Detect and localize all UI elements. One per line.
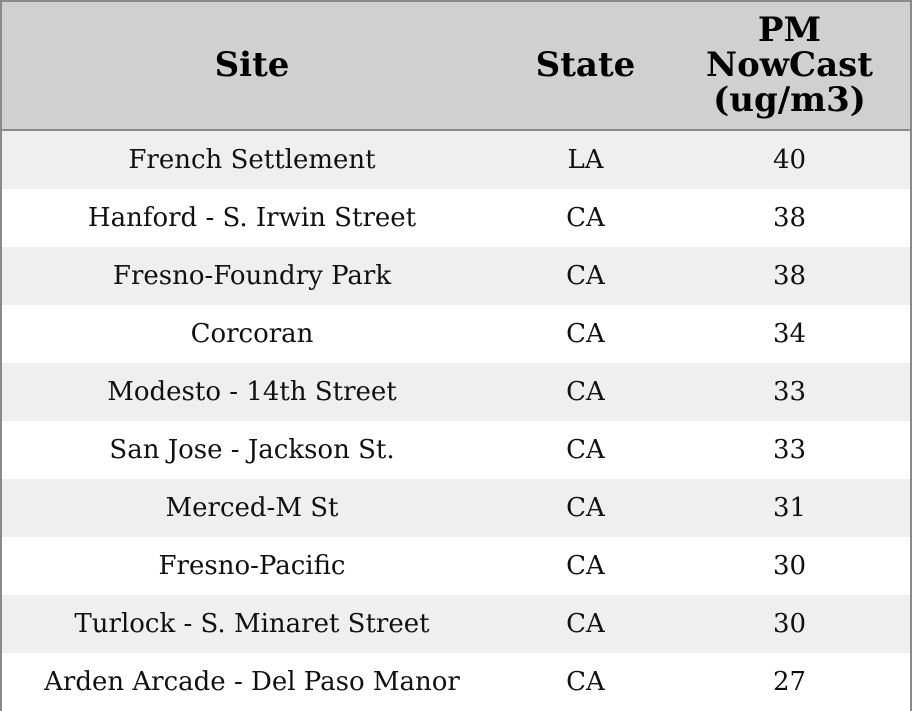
table-row: Merced-M St CA 31	[2, 479, 910, 537]
table-row: French Settlement LA 40	[2, 130, 910, 189]
table-cell: CA	[502, 421, 669, 479]
table-cell: CA	[502, 305, 669, 363]
table-cell: Arden Arcade - Del Paso Manor	[2, 653, 502, 711]
table-cell: 40	[669, 130, 910, 189]
table-cell: 33	[669, 363, 910, 421]
table-cell: Turlock - S. Minaret Street	[2, 595, 502, 653]
header-text: PM NowCast (ug/m3)	[706, 10, 873, 120]
table-cell: LA	[502, 130, 669, 189]
table-cell: Corcoran	[2, 305, 502, 363]
table-cell: 30	[669, 595, 910, 653]
table-cell: Merced-M St	[2, 479, 502, 537]
table-cell: Fresno-Foundry Park	[2, 247, 502, 305]
table-cell: 31	[669, 479, 910, 537]
table-cell: Fresno-Pacific	[2, 537, 502, 595]
table-body: French Settlement LA 40 Hanford - S. Irwin …	[2, 130, 910, 711]
header-cell: Site	[2, 2, 502, 131]
table-cell: CA	[502, 537, 669, 595]
table-cell: 34	[669, 305, 910, 363]
table-cell: CA	[502, 653, 669, 711]
table-cell: 30	[669, 537, 910, 595]
table-cell: 27	[669, 653, 910, 711]
table-cell: CA	[502, 479, 669, 537]
table-cell: 38	[669, 247, 910, 305]
table-row: San Jose - Jackson St. CA 33	[2, 421, 910, 479]
table-cell: San Jose - Jackson St.	[2, 421, 502, 479]
table-row: Turlock - S. Minaret Street CA 30	[2, 595, 910, 653]
table-cell: 38	[669, 189, 910, 247]
header-text: State	[535, 45, 636, 85]
table-row: Hanford - S. Irwin Street CA 38	[2, 189, 910, 247]
header-row: Site State PM NowCast (ug/m3)	[2, 2, 910, 131]
header-cell: State	[502, 2, 669, 131]
table-row: Fresno-Pacific CA 30	[2, 537, 910, 595]
header-text: Site	[214, 45, 290, 85]
table-cell: Modesto - 14th Street	[2, 363, 502, 421]
table-cell: CA	[502, 363, 669, 421]
table-cell: 33	[669, 421, 910, 479]
table-row: Fresno-Foundry Park CA 38	[2, 247, 910, 305]
table-row: Corcoran CA 34	[2, 305, 910, 363]
table-cell: CA	[502, 189, 669, 247]
header-cell: PM NowCast (ug/m3)	[669, 2, 910, 131]
table-cell: CA	[502, 247, 669, 305]
table-cell: Hanford - S. Irwin Street	[2, 189, 502, 247]
table-cell: CA	[502, 595, 669, 653]
table-cell: French Settlement	[2, 130, 502, 189]
table-row: Arden Arcade - Del Paso Manor CA 27	[2, 653, 910, 711]
table-row: Modesto - 14th Street CA 33	[2, 363, 910, 421]
